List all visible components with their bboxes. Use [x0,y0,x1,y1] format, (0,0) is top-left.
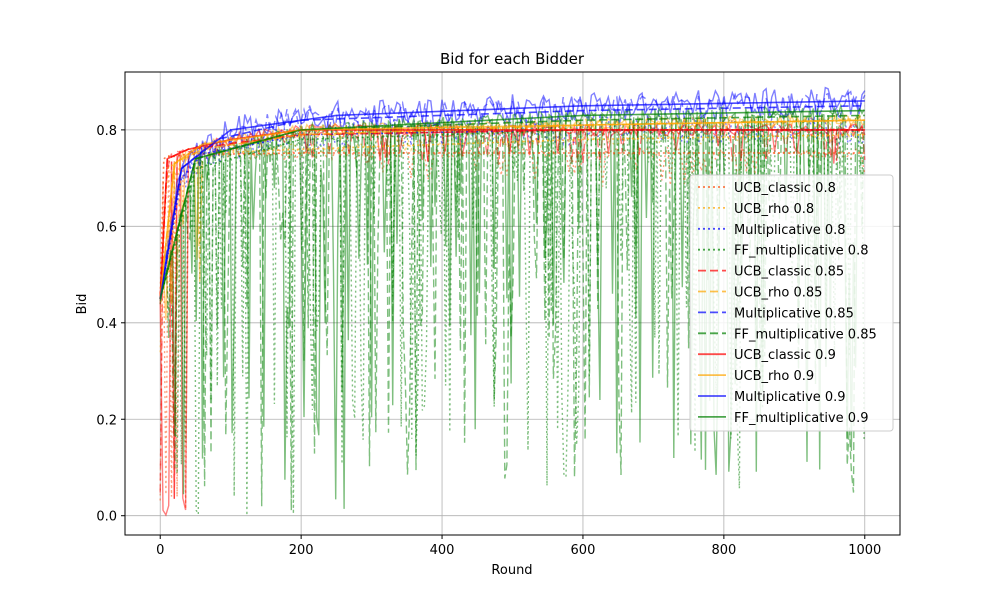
x-tick-label: 1000 [848,543,881,558]
series-oscillation [159,121,865,516]
legend-entry: UCB_classic 0.8 [734,181,836,196]
legend-entry: UCB_rho 0.9 [734,369,814,384]
y-tick-label: 0.4 [96,317,117,332]
legend-entry: FF_multiplicative 0.85 [734,327,877,342]
chart-title: Bid for each Bidder [440,50,585,68]
y-tick-label: 0.0 [96,510,117,525]
y-axis-label: Bid [75,294,90,315]
legend: UCB_classic 0.8 UCB_rho 0.8 Multiplicative… [689,174,894,432]
legend-entry: FF_multiplicative 0.8 [734,244,868,259]
legend-box [689,174,894,432]
x-tick-label: 600 [571,543,596,558]
legend-entry: UCB_classic 0.85 [734,265,844,280]
series-oscillation [159,102,865,509]
x-tick-label: 200 [289,543,314,558]
series-line [159,119,865,299]
legend-entry: Multiplicative 0.85 [734,306,854,321]
y-tick-label: 0.6 [96,220,117,235]
series-lines [159,100,865,299]
legend-entry: UCB_classic 0.9 [734,348,836,363]
y-axis-ticks: 0.0 0.2 0.4 0.6 0.8 [96,124,125,525]
legend-entry: Multiplicative 0.8 [734,223,846,238]
y-tick-label: 0.8 [96,124,117,139]
legend-entry: FF_multiplicative 0.9 [734,411,868,426]
x-tick-label: 800 [711,543,736,558]
legend-entry: UCB_rho 0.85 [734,286,822,301]
plot-frame [124,71,901,536]
x-axis-label: Round [491,563,532,578]
legend-entry: Multiplicative 0.9 [734,390,846,405]
legend-entry: UCB_rho 0.8 [734,202,814,217]
series-line [159,100,865,299]
series-oscillation [159,86,866,300]
y-tick-label: 0.2 [96,413,117,428]
series-oscillation [159,127,866,353]
series-line [159,109,865,299]
x-axis-ticks: 0 200 400 600 800 1000 [156,535,881,558]
x-tick-label: 400 [430,543,455,558]
x-tick-label: 0 [156,543,164,558]
